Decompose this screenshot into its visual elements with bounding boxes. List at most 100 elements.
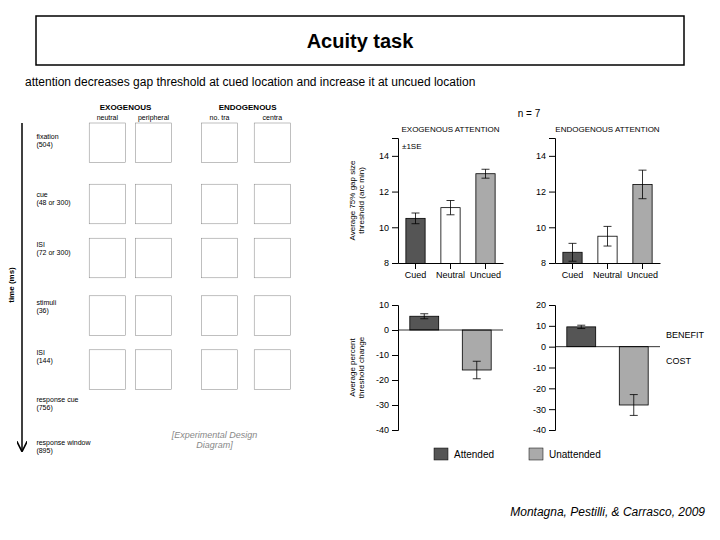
y-axis-line: [549, 139, 556, 264]
y-tick: 12: [536, 187, 555, 197]
se-label: ±1SE: [402, 142, 422, 151]
x-tick: Uncued: [627, 263, 658, 280]
y-tick: -40: [376, 425, 398, 435]
diagram-subheader: centra: [263, 114, 283, 121]
y-tick: -30: [376, 400, 398, 410]
phase-label: stimuli(36): [36, 299, 56, 315]
benefit-label: BENEFIT: [666, 330, 705, 340]
y-tick-label: 10: [379, 300, 389, 310]
diagram-box: [254, 184, 290, 224]
text-line: (144): [36, 357, 52, 365]
diagram-box: [89, 123, 125, 163]
y-tick-mark: [549, 305, 555, 306]
diagram-box: [89, 184, 125, 224]
x-axis: CuedNeutralUncued: [399, 263, 504, 280]
text-line: ±1SE: [402, 142, 422, 151]
phase-label: ISI(144): [36, 349, 52, 365]
y-axis-title: Average 75% gap sizethreshold (arc min): [348, 160, 366, 240]
y-axis: 8101214: [379, 139, 399, 269]
text-line: time (ms): [7, 267, 16, 303]
y-tick-label: 8: [541, 258, 546, 268]
y-tick: 20: [536, 300, 555, 310]
title-box: [36, 16, 684, 65]
diagram-box: [89, 350, 125, 390]
y-tick-mark: [549, 388, 555, 389]
text-line: Average 75% gap size: [348, 160, 357, 240]
y-tick: -20: [533, 384, 555, 394]
chart-title: EXOGENOUS ATTENTION: [401, 125, 499, 134]
text-line: Acuity task: [307, 30, 415, 52]
y-tick-mark: [392, 405, 398, 406]
y-tick-label: -10: [533, 363, 546, 373]
x-tick: Neutral: [436, 263, 465, 280]
y-tick: 0: [541, 342, 555, 352]
plot-marks: [406, 169, 495, 263]
text-line: ISI: [36, 349, 45, 356]
y-tick-mark: [392, 156, 398, 157]
y-tick-mark: [392, 305, 398, 306]
time-arrow: [21, 123, 23, 451]
x-tick: Uncued: [470, 263, 501, 280]
phase-label: fixation(504): [36, 133, 58, 149]
error-bar: [639, 170, 647, 199]
y-tick: 14: [379, 151, 398, 161]
y-tick-mark: [392, 192, 398, 193]
y-axis: 8101214: [536, 139, 556, 269]
diagram-box: [201, 184, 237, 224]
subtitle: attention decreases gap threshold at cue…: [25, 75, 475, 89]
text-line: Average percent: [348, 337, 357, 396]
diagram-box: [254, 296, 290, 336]
text-line: threshold change: [357, 336, 366, 398]
y-tick: 10: [379, 300, 398, 310]
x-tick-label: Uncued: [470, 270, 501, 280]
y-tick-mark: [392, 227, 398, 228]
y-tick-label: 0: [541, 342, 546, 352]
y-tick-mark: [549, 430, 555, 431]
legend-label: Attended: [454, 449, 494, 460]
y-axis: -40-30-20-10010: [376, 300, 399, 435]
bar: [567, 327, 596, 347]
chart: -40-30-20-10010Average percentthreshold …: [348, 300, 503, 435]
y-tick-label: -20: [376, 375, 389, 385]
text-line: threshold (arc min): [357, 167, 366, 234]
y-tick-label: -30: [376, 400, 389, 410]
y-tick: -40: [533, 425, 555, 435]
y-tick-mark: [392, 355, 398, 356]
diagram-box: [254, 350, 290, 390]
y-tick-mark: [549, 326, 555, 327]
x-tick-mark: [607, 263, 608, 269]
text-line: ENDOGENOUS: [219, 103, 277, 112]
x-axis: CuedNeutralUncued: [556, 263, 661, 280]
diagram-header: EXOGENOUS: [100, 103, 152, 112]
error-bar: [420, 314, 428, 319]
diagram-box: [135, 350, 171, 390]
y-tick-label: -40: [376, 425, 389, 435]
y-tick-label: 8: [384, 258, 389, 268]
diagram-box: [135, 238, 171, 278]
legend-swatch: [434, 448, 448, 460]
y-tick-mark: [392, 263, 398, 264]
diagram-header: ENDOGENOUS: [219, 103, 277, 112]
legend-swatch: [529, 448, 543, 460]
y-tick: 12: [379, 187, 398, 197]
y-tick-mark: [549, 368, 555, 369]
diagram-box: [201, 238, 237, 278]
y-axis: -40-30-20-1001020: [533, 300, 556, 435]
text-line: no. tra: [210, 114, 230, 121]
text-line: EXOGENOUS ATTENTION: [401, 125, 499, 134]
phase-label: response window(895): [36, 439, 91, 455]
y-tick-label: 10: [536, 223, 546, 233]
chart-title: ENDOGENOUS ATTENTION: [555, 125, 660, 134]
y-tick: -10: [533, 363, 555, 373]
cost-label: COST: [666, 356, 692, 366]
diagram: time (ms)fixation(504)cue(48 or 300)ISI(…: [7, 103, 291, 456]
text-line: n = 7: [518, 108, 541, 119]
text-line: ENDOGENOUS ATTENTION: [555, 125, 660, 134]
diagram-box: [135, 184, 171, 224]
zero-line: [398, 330, 503, 331]
y-tick-label: 14: [379, 151, 389, 161]
diagram-subheader: peripheral: [138, 114, 170, 122]
x-tick-label: Neutral: [436, 270, 465, 280]
error-bar: [482, 169, 490, 178]
y-tick-label: 12: [379, 187, 389, 197]
